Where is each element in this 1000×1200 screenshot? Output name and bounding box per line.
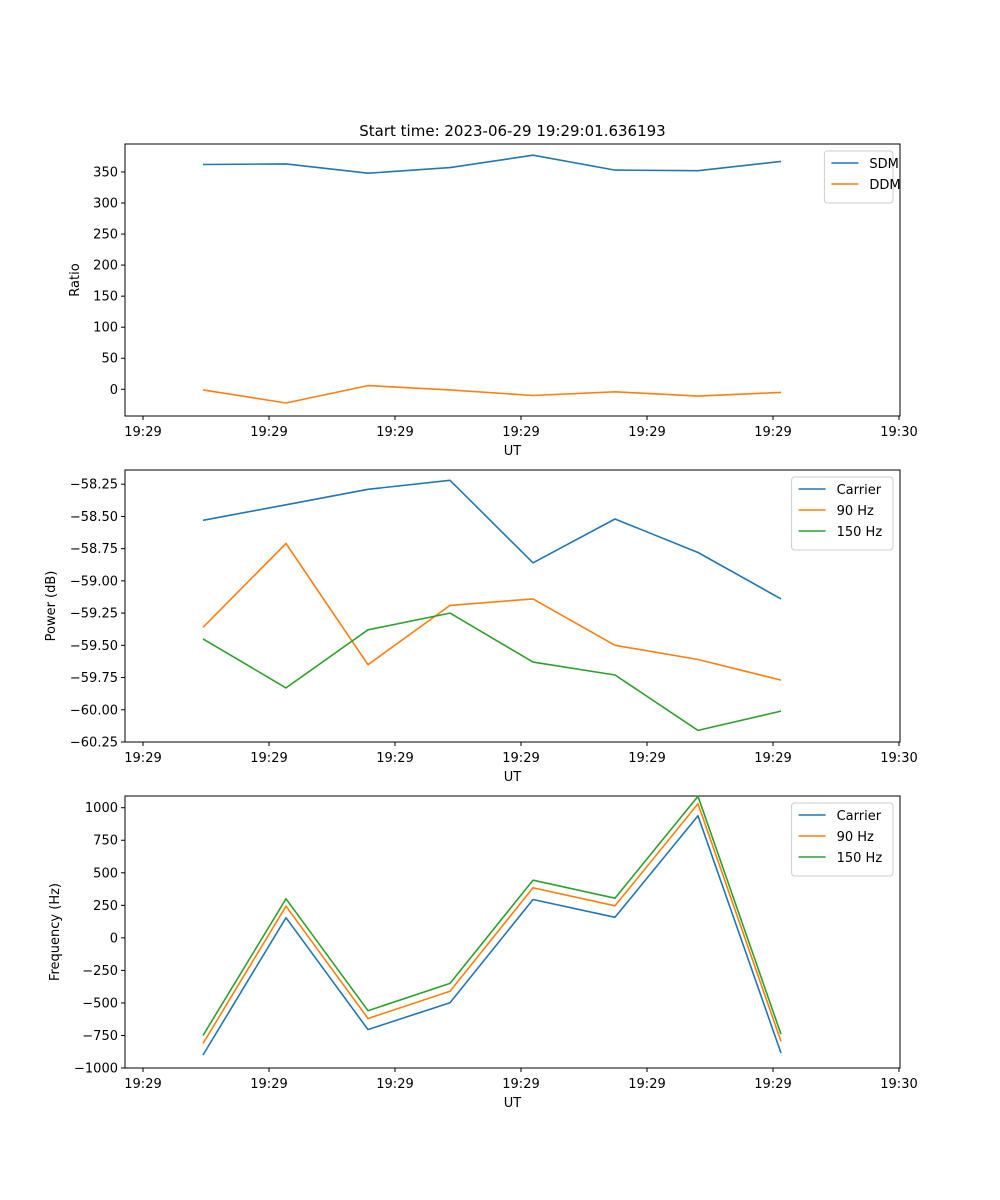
chart-2-x-tick-label: 19:29 [376, 751, 413, 766]
chart-2-x-tick-label: 19:29 [250, 751, 287, 766]
chart-3-x-tick-label: 19:30 [880, 1077, 917, 1092]
chart-1-series-ddm-line [202, 384, 782, 404]
chart-3-series-carrier-line [202, 814, 782, 1056]
chart-3-legend-label: 90 Hz [837, 830, 874, 845]
chart-3-y-tick-label: −250 [82, 964, 118, 979]
chart-2-legend-label: 150 Hz [837, 525, 883, 540]
chart-3-x-tick-label: 19:29 [376, 1077, 413, 1092]
chart-1-axes-frame [124, 143, 901, 417]
chart-2-y-tick-label: −60.00 [70, 703, 118, 718]
chart-2-y-tick-label: −59.25 [70, 607, 118, 622]
chart-3-y-tick-label: 750 [93, 834, 118, 849]
chart-1-y-tick-label: 50 [101, 352, 118, 367]
chart-3-y-tick-label: 250 [93, 899, 118, 914]
chart-1-y-tick-label: 100 [93, 321, 118, 336]
chart-1-y-tick-label: 250 [93, 228, 118, 243]
chart-1-y-axis-label: Ratio [68, 263, 83, 296]
chart-3-y-tick-label: 0 [110, 931, 118, 946]
chart-1-legend-label: SDM [869, 157, 898, 172]
chart-1-x-tick-label: 19:30 [880, 425, 917, 440]
chart-3-y-tick-label: −1000 [74, 1062, 118, 1077]
chart-2-series-150-hz-line [202, 612, 782, 732]
chart-2-y-tick-label: −59.75 [70, 671, 118, 686]
chart-3-y-tick-label: 500 [93, 866, 118, 881]
chart-2-x-tick-label: 19:29 [124, 751, 161, 766]
chart-2-legend-label: Carrier [837, 483, 882, 498]
chart-2: 19:29 19:29 19:29 19:29 19:29 19:29 19:30 −58.2… [44, 469, 918, 785]
chart-2-legend-label: 90 Hz [837, 504, 874, 519]
chart-3-axes-frame [124, 795, 901, 1069]
chart-2-series-carrier-line [202, 479, 782, 600]
chart-3-x-tick-label: 19:29 [250, 1077, 287, 1092]
chart-2-y-tick-label: −60.25 [70, 736, 118, 751]
subplots: 19:29 19:29 19:29 19:29 19:29 19:29 19:30 0 50 10… [44, 143, 918, 1111]
chart-3-x-tick-label: 19:29 [502, 1077, 539, 1092]
chart-1-x-tick-label: 19:29 [754, 425, 791, 440]
chart-1-x-tick-label: 19:29 [376, 425, 413, 440]
chart-2-y-tick-label: −58.25 [70, 478, 118, 493]
chart-3-y-tick-label: 1000 [85, 801, 118, 816]
figure-title: Start time: 2023-06-29 19:29:01.636193 [359, 122, 665, 140]
chart-3-x-axis-label: UT [504, 1096, 522, 1111]
chart-3-y-tick-label: −500 [82, 996, 118, 1011]
chart-1-x-axis-label: UT [504, 444, 522, 459]
chart-1-y-tick-label: 0 [110, 383, 118, 398]
chart-1-legend: SDM DDM [823, 150, 901, 204]
chart-2-x-tick-label: 19:29 [502, 751, 539, 766]
chart-2-series-90-hz-line [202, 542, 782, 681]
chart-1-legend-box [823, 150, 894, 204]
chart-3-x-tick-label: 19:29 [754, 1077, 791, 1092]
chart-1-y-tick-label: 200 [93, 259, 118, 274]
chart-3-y-axis-label: Frequency (Hz) [48, 883, 63, 981]
chart-1-x-tick-label: 19:29 [124, 425, 161, 440]
chart-2-legend: Carrier 90 Hz 150 Hz [791, 476, 894, 551]
chart-1-x-tick-label: 19:29 [250, 425, 287, 440]
chart-2-y-tick-label: −58.50 [70, 510, 118, 525]
chart-1-y-tick-label: 150 [93, 290, 118, 305]
chart-1-y-tick-label: 350 [93, 165, 118, 180]
chart-2-y-tick-label: −58.75 [70, 542, 118, 557]
chart-2-x-tick-label: 19:30 [880, 751, 917, 766]
chart-1-y-tick-label: 300 [93, 196, 118, 211]
chart-3-x-tick-label: 19:29 [124, 1077, 161, 1092]
chart-3-legend-label: Carrier [837, 809, 882, 824]
chart-3-y-tick-label: −750 [82, 1029, 118, 1044]
chart-2-x-axis-label: UT [504, 770, 522, 785]
chart-1-series-sdm-line [202, 154, 782, 174]
chart-2-y-tick-label: −59.50 [70, 639, 118, 654]
chart-2-y-axis-label: Power (dB) [44, 571, 59, 642]
chart-1-legend-label: DDM [869, 178, 900, 193]
chart-2-axes-frame [124, 469, 901, 743]
chart-2-x-tick-label: 19:29 [754, 751, 791, 766]
chart-3: 19:29 19:29 19:29 19:29 19:29 19:29 19:30 1000 7… [48, 795, 918, 1111]
chart-3-legend: Carrier 90 Hz 150 Hz [791, 802, 894, 877]
chart-2-y-tick-label: −59.00 [70, 574, 118, 589]
chart-2-x-tick-label: 19:29 [628, 751, 665, 766]
chart-3-series-90-hz-line [202, 802, 782, 1044]
chart-1-x-tick-label: 19:29 [502, 425, 539, 440]
chart-3-legend-label: 150 Hz [837, 851, 883, 866]
chart-1: 19:29 19:29 19:29 19:29 19:29 19:29 19:30 0 50 10… [68, 143, 918, 459]
chart-3-series-150-hz-line [202, 795, 782, 1036]
chart-3-x-tick-label: 19:29 [628, 1077, 665, 1092]
chart-1-x-tick-label: 19:29 [628, 425, 665, 440]
